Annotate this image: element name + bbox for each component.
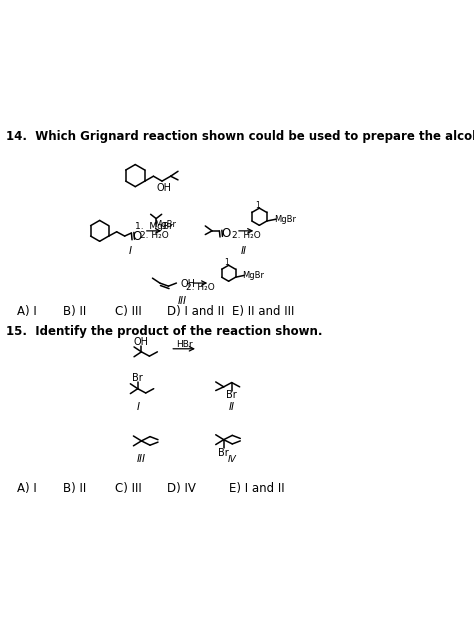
Text: 2. H₂O: 2. H₂O [232,231,261,239]
Text: II: II [241,246,247,256]
Text: 1.  MgBr: 1. MgBr [135,222,173,231]
Text: A) I: A) I [17,306,36,318]
Text: MgBr: MgBr [154,220,176,229]
Text: B) II: B) II [63,483,86,495]
Text: Br: Br [132,372,143,382]
Text: I: I [136,402,139,412]
Text: O: O [221,227,230,241]
Text: Br: Br [219,447,229,457]
Text: MgBr: MgBr [274,215,296,224]
Text: OH: OH [157,183,172,193]
Text: 15.  Identify the product of the reaction shown.: 15. Identify the product of the reaction… [6,326,323,338]
Text: C) III: C) III [115,483,142,495]
Text: 1: 1 [224,258,229,266]
Text: 1: 1 [255,200,260,210]
Text: HBr: HBr [176,340,192,349]
Text: OH: OH [134,337,149,347]
Text: OH: OH [181,279,196,289]
Text: MgBr: MgBr [242,271,264,280]
Text: 2. H₂O: 2. H₂O [140,231,168,239]
Text: Br: Br [226,391,237,401]
Text: III: III [178,297,187,306]
Text: 14.  Which Grignard reaction shown could be used to prepare the alcohol shown?: 14. Which Grignard reaction shown could … [6,130,474,142]
Text: II: II [228,402,235,412]
Text: A) I: A) I [17,483,36,495]
Text: IV: IV [228,455,236,464]
Text: O: O [132,230,142,243]
Text: III: III [137,454,146,464]
Text: 2. H₂O: 2. H₂O [186,283,215,292]
Text: D) IV: D) IV [167,483,196,495]
Text: C) III: C) III [115,306,142,318]
Text: E) II and III: E) II and III [232,306,294,318]
Text: B) II: B) II [63,306,86,318]
Text: I: I [129,246,132,256]
Text: E) I and II: E) I and II [228,483,284,495]
Text: D) I and II: D) I and II [167,306,225,318]
